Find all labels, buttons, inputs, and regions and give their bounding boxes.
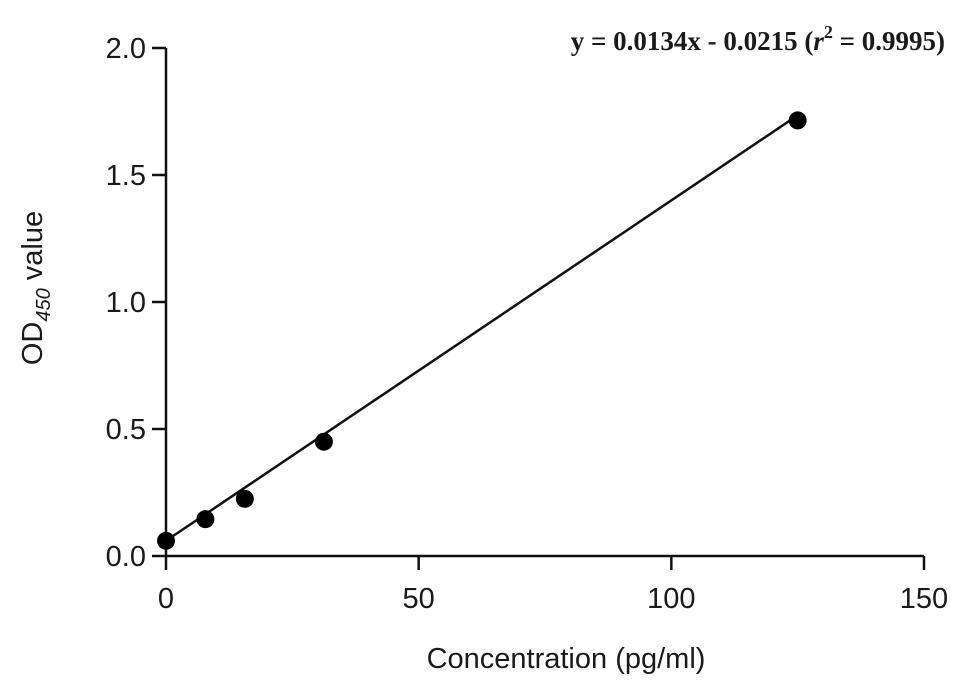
equation-suffix: = 0.9995) [833,26,945,56]
y-axis-title-subscript: 450 [33,288,55,321]
fit-line [165,114,799,542]
x-tick-label: 50 [403,583,435,615]
regression-equation: y = 0.0134x - 0.0215 (r2 = 0.9995) [571,22,945,56]
x-axis-ticks: 0 50 100 150 [158,556,948,615]
x-tick-label: 0 [158,583,174,615]
y-tick-label: 1.0 [106,287,146,319]
y-tick-label: 2.0 [106,33,146,65]
y-tick-label: 1.5 [106,160,146,192]
data-points [157,111,807,550]
data-point [788,111,807,130]
axes [164,48,924,558]
data-point [157,531,175,550]
data-point [314,432,333,451]
x-tick-label: 150 [900,583,948,615]
equation-prefix: y = 0.0134x - 0.0215 ( [571,26,814,56]
y-axis-title-suffix: value [17,211,49,288]
y-axis-title: OD450 value [17,211,55,365]
y-axis-ticks: 0.0 0.5 1.0 1.5 2.0 [106,33,166,573]
y-tick-label: 0.0 [106,541,146,573]
data-point [196,510,215,529]
x-tick-label: 100 [647,583,695,615]
r-symbol: r [813,26,824,56]
fit-line-group [165,114,799,542]
r-exponent: 2 [824,22,833,42]
x-axis-title: Concentration (pg/ml) [427,643,706,675]
y-tick-label: 0.5 [106,414,146,446]
data-point [235,489,254,508]
y-axis-title-main: OD [17,322,49,366]
